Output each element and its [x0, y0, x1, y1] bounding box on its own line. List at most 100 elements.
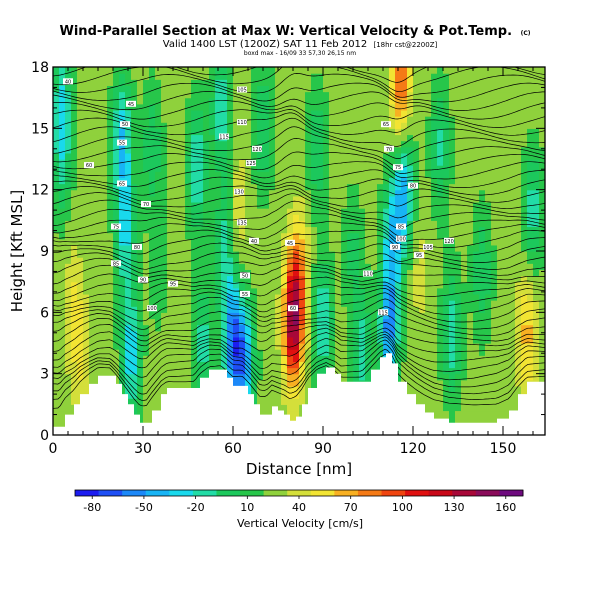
heatmap-cell [83, 232, 90, 240]
heatmap-cell [515, 379, 522, 387]
heatmap-cell [131, 79, 138, 86]
heatmap-cell [143, 85, 150, 93]
heatmap-cell [467, 404, 474, 412]
heatmap-cell [269, 330, 276, 338]
heatmap-cell [149, 85, 156, 93]
heatmap-cell [263, 367, 270, 375]
heatmap-cell [527, 159, 534, 166]
heatmap-cell [491, 201, 498, 209]
heatmap-cell [413, 232, 420, 240]
heatmap-cell [95, 238, 102, 246]
heatmap-cell [527, 343, 534, 350]
heatmap-cell [209, 257, 216, 264]
heatmap-cell [299, 220, 306, 228]
heatmap-cell [443, 300, 450, 307]
heatmap-cell [467, 373, 474, 381]
heatmap-cell [503, 379, 510, 387]
heatmap-cell [359, 214, 366, 221]
heatmap-cell [305, 324, 312, 332]
heatmap-cell [161, 367, 168, 375]
heatmap-cell [257, 336, 264, 344]
heatmap-cell [347, 367, 354, 375]
heatmap-cell [479, 349, 486, 356]
heatmap-cell [473, 244, 480, 252]
heatmap-cell [413, 171, 420, 178]
heatmap-cell [539, 324, 545, 332]
heatmap-cell [287, 287, 294, 295]
heatmap-cell [257, 201, 264, 209]
heatmap-cell [233, 306, 240, 313]
heatmap-cell [209, 300, 216, 307]
heatmap-cell [95, 128, 102, 136]
heatmap-cell [407, 165, 414, 172]
heatmap-cell [347, 263, 354, 270]
heatmap-cell [425, 367, 432, 375]
heatmap-cell [233, 355, 240, 362]
theta-contour-line [53, 331, 545, 368]
heatmap-cell [137, 392, 144, 399]
heatmap-cell [161, 330, 168, 338]
heatmap-cell [527, 73, 534, 80]
heatmap-cell [167, 263, 174, 270]
heatmap-cell [173, 103, 180, 111]
heatmap-cell [365, 214, 372, 221]
heatmap-cell [467, 355, 474, 362]
heatmap-cell [485, 159, 492, 166]
heatmap-cell [179, 97, 186, 105]
heatmap-cell [377, 300, 384, 307]
heatmap-cell [203, 275, 210, 283]
heatmap-cell [527, 85, 534, 93]
heatmap-cell [251, 251, 258, 258]
heatmap-cell [95, 349, 102, 356]
heatmap-cell [233, 85, 240, 93]
heatmap-cell [191, 379, 198, 387]
heatmap-cell [437, 379, 444, 387]
heatmap-cell [245, 361, 252, 369]
heatmap-cell [455, 361, 462, 369]
heatmap-cell [497, 171, 504, 178]
heatmap-cell [359, 189, 366, 197]
heatmap-cell [431, 85, 438, 93]
heatmap-cell [107, 220, 114, 228]
heatmap-cell [167, 349, 174, 356]
heatmap-cell [407, 152, 414, 160]
heatmap-cell [101, 146, 108, 154]
heatmap-cell [239, 355, 246, 362]
heatmap-cell [59, 398, 66, 405]
heatmap-cell [173, 128, 180, 136]
heatmap-cell [173, 318, 180, 326]
heatmap-cell [221, 122, 228, 129]
heatmap-cell [437, 128, 444, 136]
heatmap-cell [389, 208, 396, 215]
heatmap-cell [65, 220, 72, 228]
heatmap-cell [335, 324, 342, 332]
heatmap-cell [293, 349, 300, 356]
heatmap-cell [491, 244, 498, 252]
heatmap-cell [227, 349, 234, 356]
heatmap-cell [509, 293, 516, 301]
contour-label-text: 80 [134, 245, 140, 251]
heatmap-cell [479, 416, 486, 424]
heatmap-cell [347, 152, 354, 160]
heatmap-cell [503, 398, 510, 405]
heatmap-cell [251, 152, 258, 160]
heatmap-cell [497, 208, 504, 215]
heatmap-cell [59, 404, 66, 412]
heatmap-cell [293, 165, 300, 172]
heatmap-cell [185, 189, 192, 197]
heatmap-cell [335, 195, 342, 203]
heatmap-cell [221, 343, 228, 350]
heatmap-cell [119, 152, 126, 160]
heatmap-cell [65, 269, 72, 277]
heatmap-cell [275, 257, 282, 264]
heatmap-cell [467, 238, 474, 246]
heatmap-cell [431, 67, 438, 74]
heatmap-cell [473, 318, 480, 326]
heatmap-cell [185, 330, 192, 338]
heatmap-cell [437, 91, 444, 99]
heatmap-cell [143, 152, 150, 160]
heatmap-cell [341, 343, 348, 350]
heatmap-cell [353, 195, 360, 203]
heatmap-cell [509, 97, 516, 105]
heatmap-cell [137, 232, 144, 240]
